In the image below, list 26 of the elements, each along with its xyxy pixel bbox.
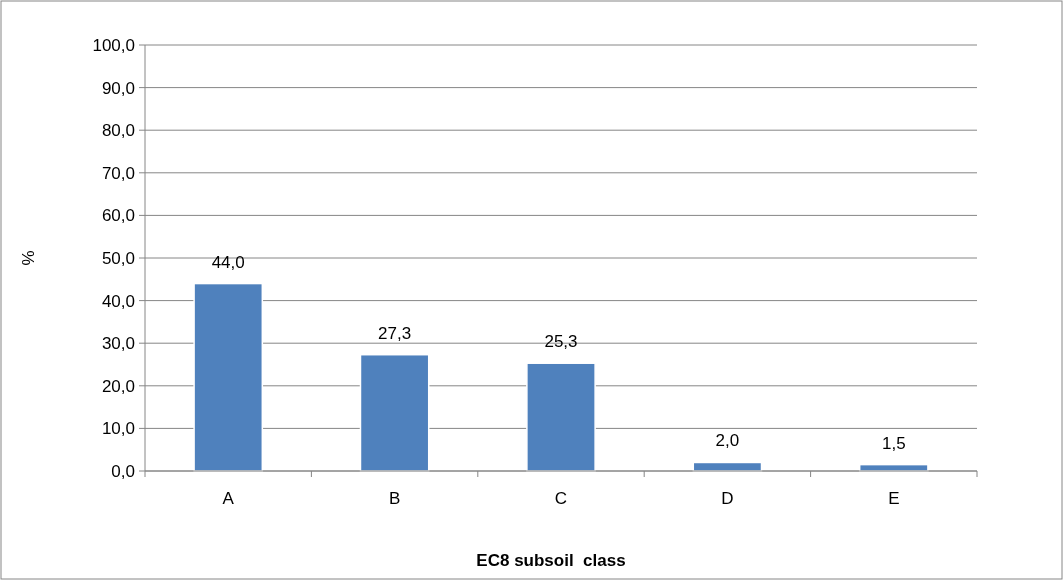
- bar: [526, 362, 596, 472]
- x-tick-label: D: [721, 489, 734, 508]
- y-tick-label: 20,0: [101, 376, 135, 396]
- y-tick-label: 40,0: [101, 291, 135, 311]
- data-label: 27,3: [378, 323, 412, 343]
- y-tick-label: 50,0: [101, 248, 135, 268]
- y-tick-label: 90,0: [101, 78, 135, 98]
- x-axis-title: EC8 subsoil class: [476, 551, 626, 570]
- y-tick-label: 100,0: [92, 35, 135, 55]
- data-label: 44,0: [211, 252, 245, 272]
- bar: [193, 282, 264, 472]
- x-tick-label: C: [554, 489, 568, 508]
- data-label: 2,0: [715, 431, 740, 451]
- bar: [359, 353, 430, 472]
- y-tick-label: 80,0: [101, 121, 135, 141]
- y-tick-label: 70,0: [101, 163, 135, 183]
- y-tick-label: 30,0: [101, 334, 135, 354]
- x-tick-label: E: [888, 489, 900, 508]
- y-tick-label: 0,0: [111, 461, 135, 481]
- x-tick-label: B: [388, 489, 401, 508]
- x-tick-label: A: [222, 489, 235, 508]
- data-label: 25,3: [544, 332, 578, 352]
- y-axis-title: %: [19, 250, 38, 266]
- y-tick-label: 10,0: [101, 419, 135, 439]
- y-tick-label: 60,0: [101, 206, 135, 226]
- data-label: 1,5: [881, 433, 906, 453]
